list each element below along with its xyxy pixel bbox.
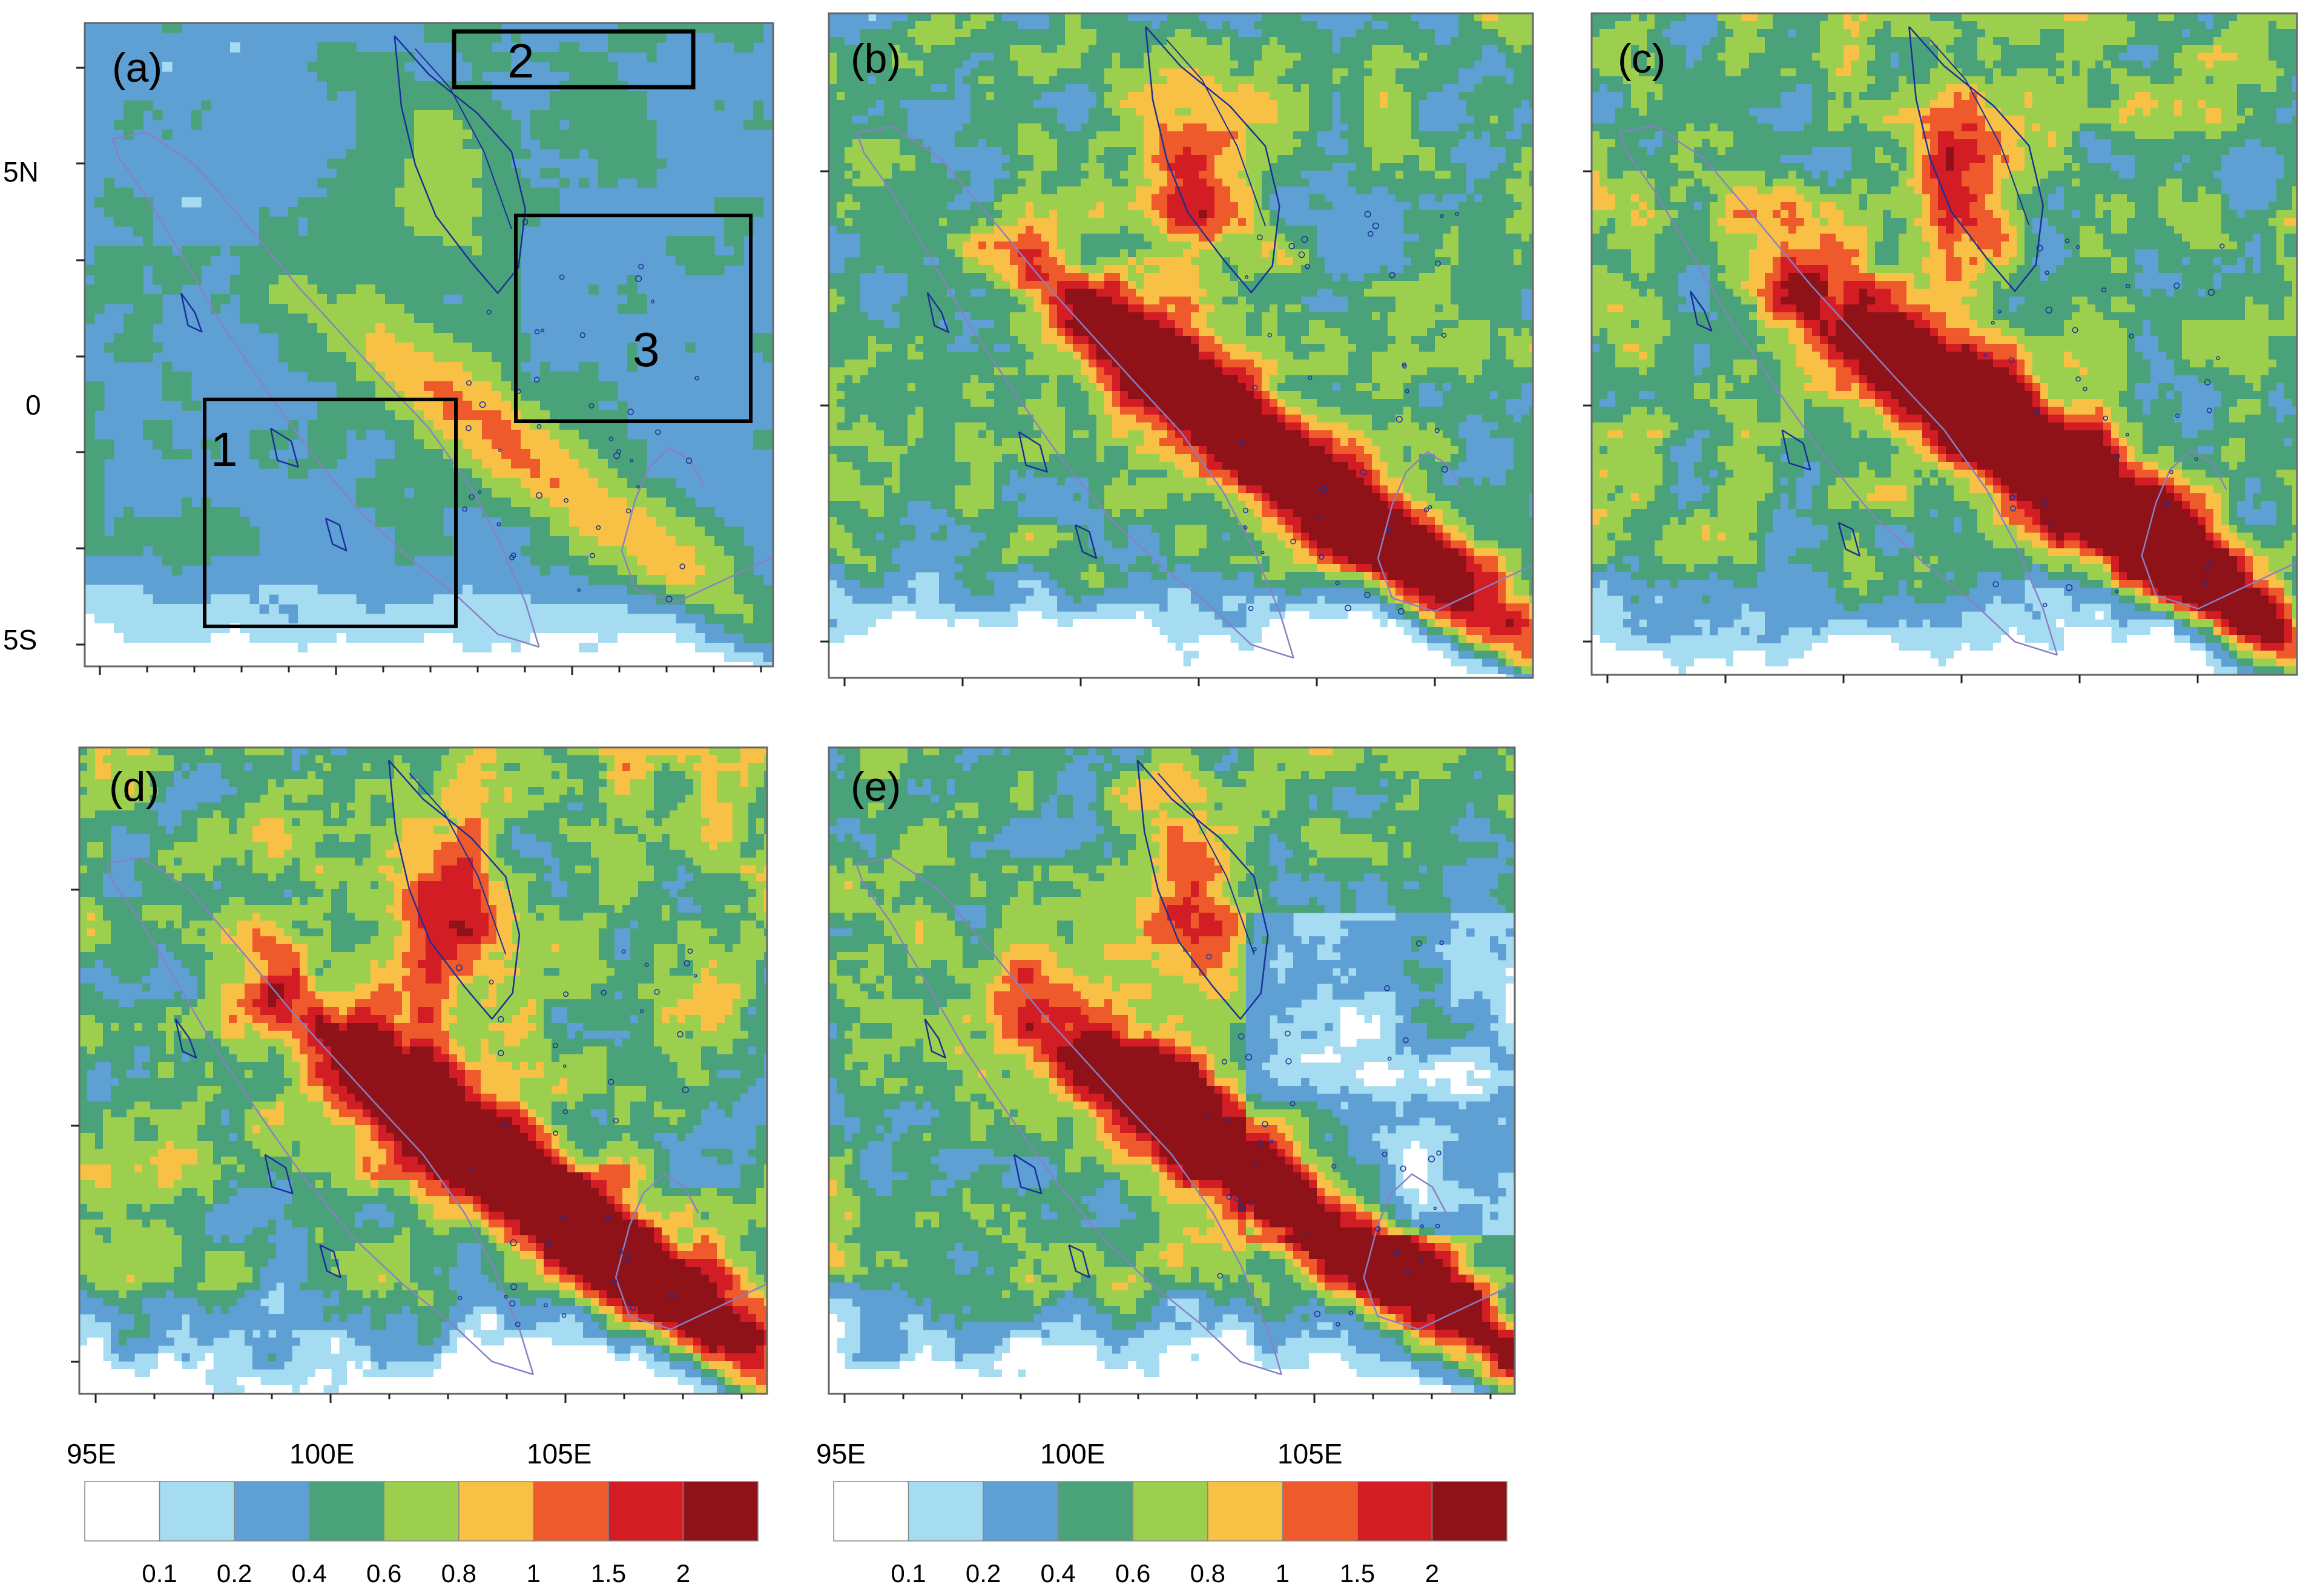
coastlines-d [106,760,767,1376]
panel-a-label: (a) [112,45,162,91]
panel-a-map: (a) 1 2 3 5N 0 5S [3,22,774,675]
y-axis-b [820,170,829,643]
precip-field-a [85,23,773,666]
region-1-label: 1 [211,422,238,476]
colorbar-tick-label: 0.4 [291,1559,326,1588]
y-axis [76,67,85,646]
colorbar-tick-label: 0.2 [966,1559,1001,1588]
colorbar-swatch [84,1481,160,1542]
colorbar-swatch [608,1481,684,1542]
colorbar-tick-label: 0.1 [142,1559,177,1588]
colorbar-tick-label: 0.8 [441,1559,476,1588]
x-tick-105e-right: 105E [1277,1438,1342,1470]
panel-d-label: (d) [109,764,159,810]
colorbar-swatch [383,1481,460,1542]
colorbar-swatch [159,1481,235,1542]
colorbar-tick-label: 2 [1425,1559,1439,1588]
colorbar-left: 0.1 0.2 0.4 0.6 0.8 1 1.5 2 [84,1481,759,1588]
y-tick-5s: 5S [3,624,37,655]
panel-d-map: (d) 95E 100E 105E [67,746,768,1470]
colorbar-swatch [1207,1481,1283,1542]
precip-field-c [1592,13,2297,675]
region-3-box [514,214,753,423]
colorbar-tick-label: 2 [676,1559,690,1588]
colorbar-tick-label: 1.5 [1340,1559,1375,1588]
colorbar-swatch [458,1481,535,1542]
coastlines-b [856,26,1533,659]
region-2-label: 2 [507,34,535,88]
colorbar-swatch [1282,1481,1358,1542]
coastlines-a [111,35,773,648]
y-tick-5n: 5N [3,156,39,188]
x-axis-b [843,678,1436,686]
panel-b-label: (b) [851,36,901,82]
precip-field-d [79,747,767,1394]
colorbar-tick-label: 1.5 [591,1559,626,1588]
colorbar-tick-label: 0.6 [366,1559,401,1588]
panel-a-frame [84,22,774,668]
coastlines-e [855,760,1515,1376]
colorbar-swatch [308,1481,384,1542]
panel-b-map: (b) [820,12,1534,686]
colorbar-swatch [234,1481,310,1542]
colorbar-swatch [908,1481,984,1542]
panel-b-frame [828,12,1534,679]
colorbar-swatch [1357,1481,1433,1542]
region-1-box [203,398,458,628]
y-tick-0: 0 [25,389,41,421]
colorbar-swatch [983,1481,1059,1542]
colorbar-tick-label: 0.6 [1115,1559,1150,1588]
colorbar-swatch [533,1481,609,1542]
panel-e-frame [828,746,1516,1395]
x-axis-c [1606,675,2199,683]
colorbar-tick-label: 1 [527,1559,541,1588]
x-tick-100e-right: 100E [1040,1438,1105,1470]
y-axis-c [1583,170,1592,643]
panel-d-frame [78,746,768,1395]
colorbar-swatch [1431,1481,1508,1542]
colorbar-tick-label: 0.8 [1190,1559,1225,1588]
colorbar-tick-label: 1 [1276,1559,1290,1588]
x-tick-105e-left: 105E [527,1438,591,1470]
panel-c-frame [1590,12,2298,676]
colorbar-tick-label: 0.2 [217,1559,252,1588]
colorbar-swatch [833,1481,909,1542]
colorbar-swatch [1057,1481,1133,1542]
panel-c-map: (c) [1583,12,2298,683]
colorbar-swatch [682,1481,759,1542]
panel-e-label: (e) [851,764,901,810]
region-2-box [452,29,696,90]
x-tick-95e-left: 95E [67,1438,116,1470]
x-tick-100e-left: 100E [289,1438,354,1470]
colorbar-swatch [1132,1481,1208,1542]
region-3-label: 3 [633,323,660,376]
x-axis-e [843,1394,1492,1403]
panel-e-map: (e) 95E 100E 105E [816,746,1516,1470]
precip-field-b [829,13,1533,678]
x-axis-d [94,1394,743,1403]
x-axis-a [99,666,762,675]
y-axis-d [71,888,79,1363]
coastlines-c [1619,26,2297,656]
colorbar-tick-label: 0.4 [1040,1559,1075,1588]
colorbar-tick-label: 0.1 [891,1559,926,1588]
x-tick-95e-right: 95E [816,1438,866,1470]
panel-c-label: (c) [1618,36,1666,82]
precip-field-e [829,747,1515,1394]
colorbar-right: 0.1 0.2 0.4 0.6 0.8 1 1.5 2 [833,1481,1508,1588]
